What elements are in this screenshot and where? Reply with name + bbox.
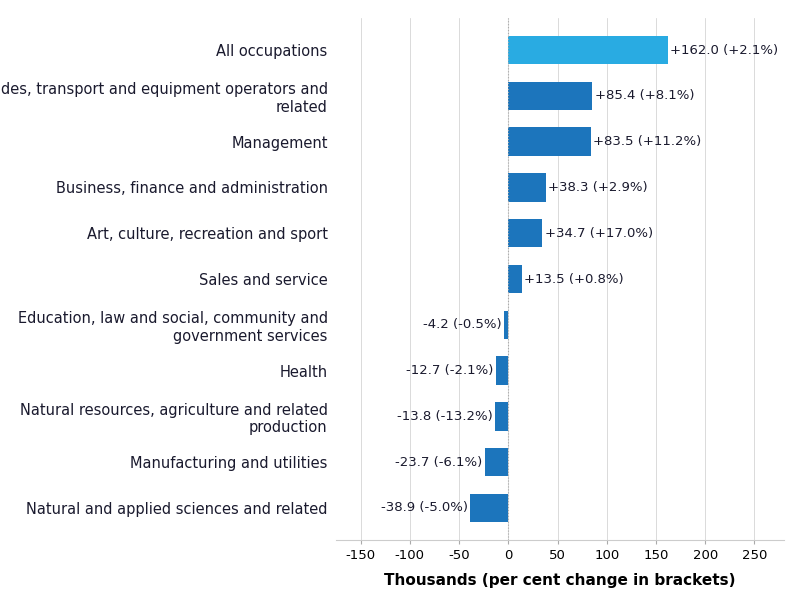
Bar [470, 494, 508, 522]
Text: -23.7 (-6.1%): -23.7 (-6.1%) [395, 455, 482, 469]
Bar [504, 311, 508, 339]
Text: -13.8 (-13.2%): -13.8 (-13.2%) [397, 410, 492, 423]
Bar [508, 219, 542, 247]
Text: +162.0 (+2.1%): +162.0 (+2.1%) [670, 44, 778, 56]
Bar [508, 265, 522, 293]
Text: +83.5 (+11.2%): +83.5 (+11.2%) [593, 135, 702, 148]
Bar [508, 82, 592, 110]
Text: +85.4 (+8.1%): +85.4 (+8.1%) [595, 89, 694, 103]
Bar [494, 402, 508, 431]
Text: -38.9 (-5.0%): -38.9 (-5.0%) [381, 502, 467, 514]
Text: -4.2 (-0.5%): -4.2 (-0.5%) [423, 318, 502, 331]
Bar [508, 173, 546, 202]
Text: -12.7 (-2.1%): -12.7 (-2.1%) [406, 364, 494, 377]
Bar [508, 127, 590, 156]
Bar [508, 36, 668, 64]
Text: +13.5 (+0.8%): +13.5 (+0.8%) [524, 272, 624, 286]
X-axis label: Thousands (per cent change in brackets): Thousands (per cent change in brackets) [384, 573, 736, 588]
Text: +34.7 (+17.0%): +34.7 (+17.0%) [545, 227, 653, 240]
Bar [485, 448, 508, 476]
Text: +38.3 (+2.9%): +38.3 (+2.9%) [549, 181, 648, 194]
Bar [496, 356, 508, 385]
